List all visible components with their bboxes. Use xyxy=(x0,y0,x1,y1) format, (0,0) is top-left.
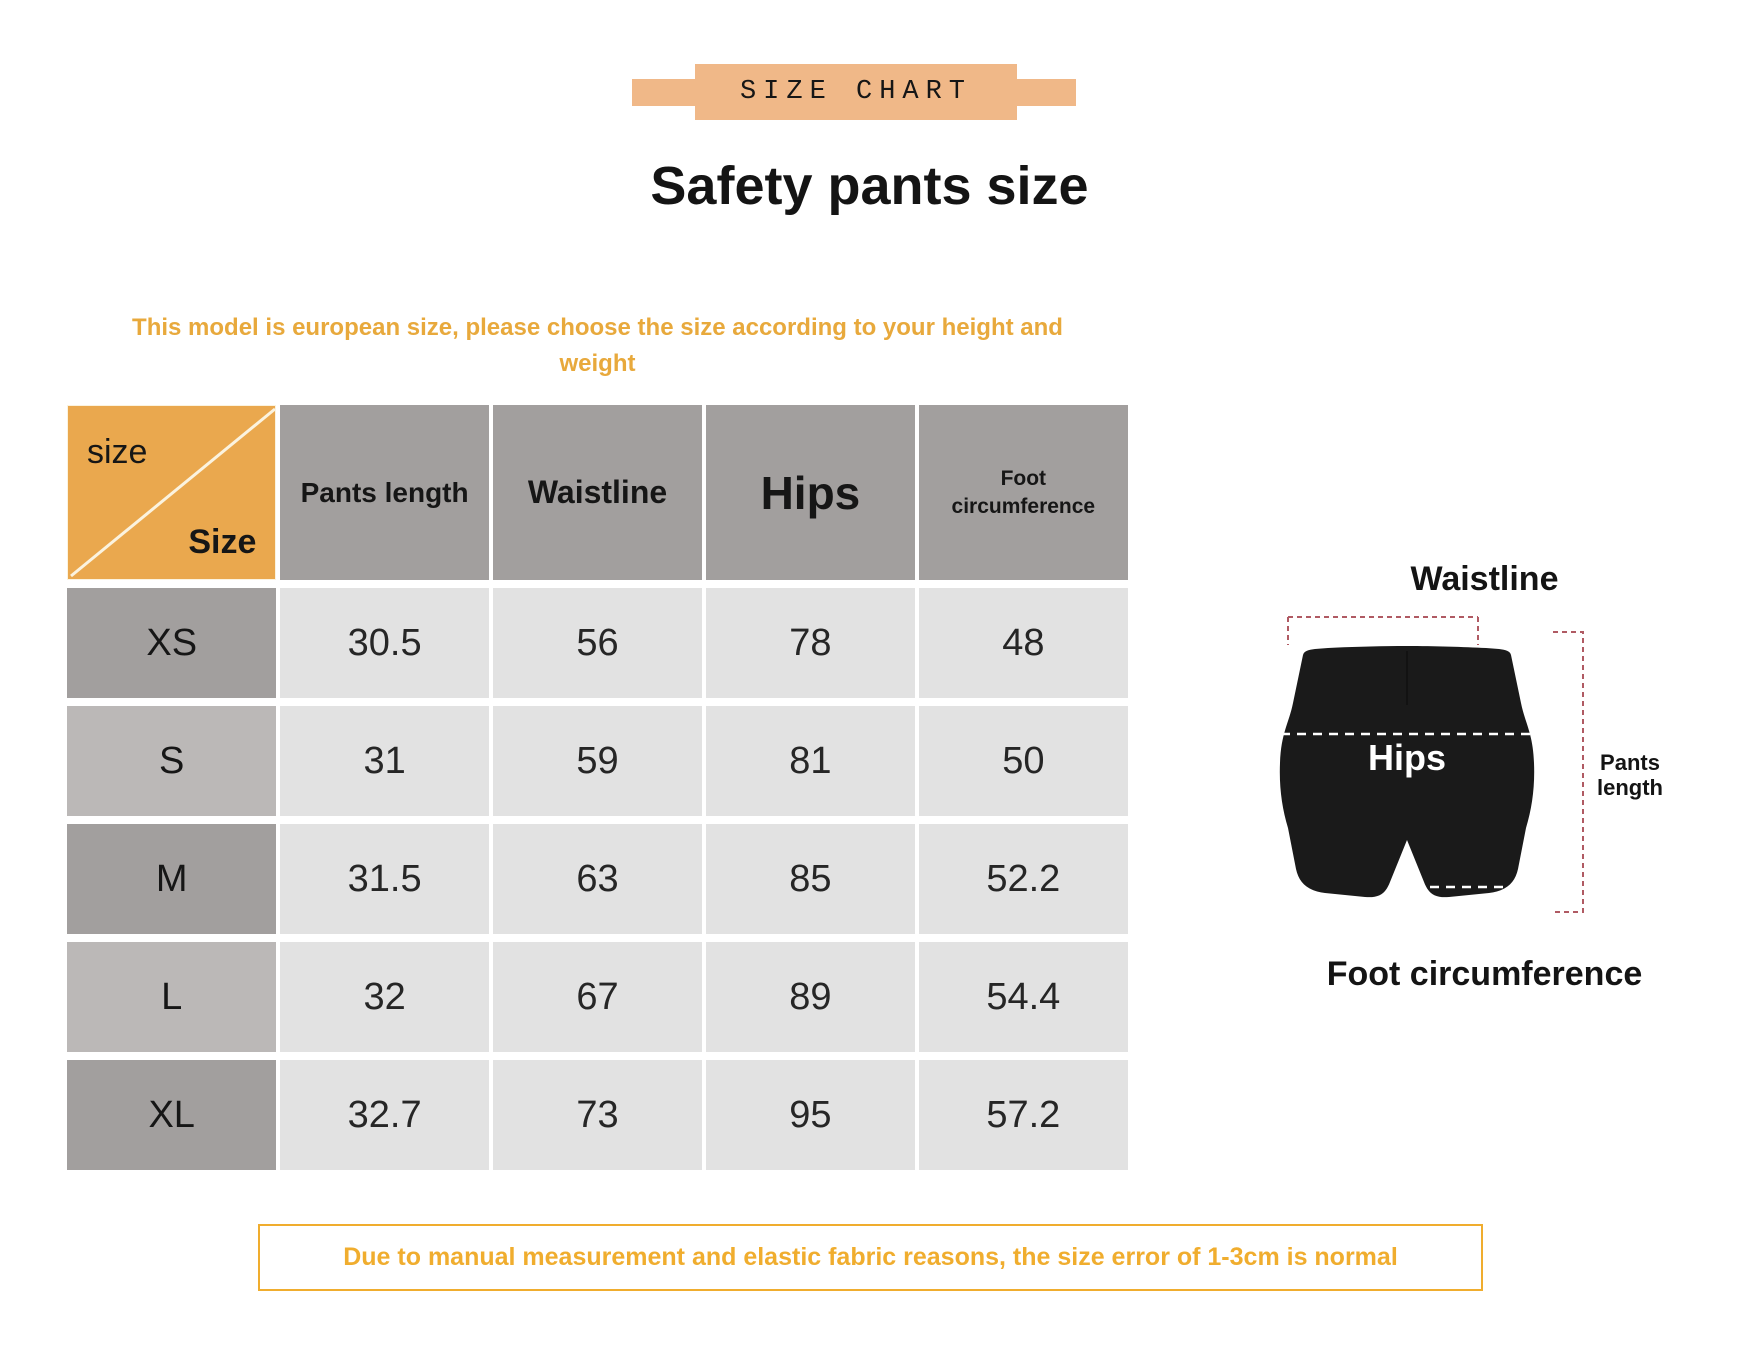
svg-text:Hips: Hips xyxy=(1368,737,1446,778)
svg-text:Pants: Pants xyxy=(1600,750,1660,775)
svg-text:length: length xyxy=(1597,775,1663,800)
